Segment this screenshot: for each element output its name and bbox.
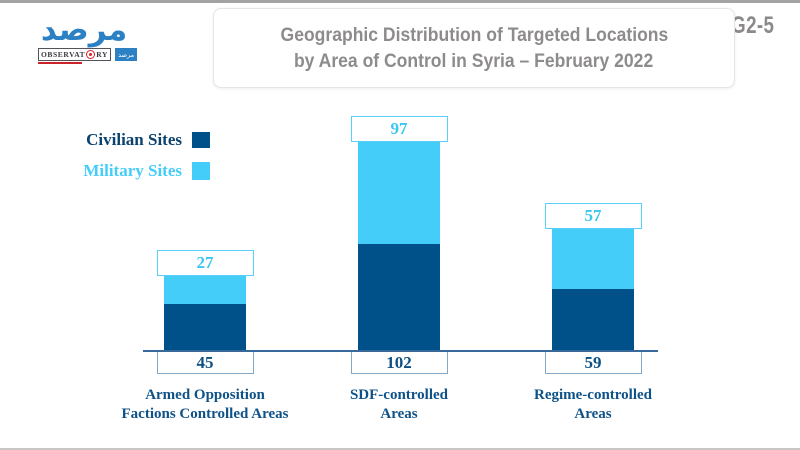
bar-segment-civilian <box>552 289 634 351</box>
civilian-value-box: 102 <box>350 351 448 374</box>
slide-bottom-border <box>0 448 800 450</box>
bar-segment-military <box>552 229 634 289</box>
category-label: SDF-controlled Areas <box>349 387 449 422</box>
civilian-value-box: 45 <box>156 351 254 374</box>
legend-item-civilian: Civilian Sites <box>80 130 210 150</box>
logo-observatory-text-right: RY <box>96 50 109 59</box>
category-label: Armed Opposition Factions Controlled Are… <box>121 387 289 422</box>
legend-item-military: Military Sites <box>80 161 210 181</box>
military-value-box: 57 <box>544 203 642 229</box>
bar-segment-military <box>164 276 246 304</box>
bar-segment-civilian <box>358 244 440 351</box>
figure-code: G2-5 <box>730 12 774 39</box>
logo-red-underline <box>38 62 82 64</box>
legend-label-military: Military Sites <box>83 161 182 180</box>
legend: Civilian Sites Military Sites <box>80 130 210 192</box>
x-axis-line <box>143 350 658 352</box>
chart-title-line2: by Area of Control in Syria – February 2… <box>294 50 654 72</box>
observatory-logo: مرصد OBSERVAT RY مرصد <box>38 12 138 64</box>
title-card: Geographic Distribution of Targeted Loca… <box>213 8 735 88</box>
legend-swatch-military <box>192 162 210 180</box>
civilian-value-box: 59 <box>544 351 642 374</box>
chart-title-line1: Geographic Distribution of Targeted Loca… <box>280 24 668 46</box>
logo-observatory-text-left: OBSERVAT <box>41 50 86 59</box>
bar-segment-military <box>358 142 440 244</box>
logo-observatory-label: OBSERVAT RY <box>38 48 112 61</box>
logo-arabic-badge: مرصد <box>115 48 138 61</box>
legend-label-civilian: Civilian Sites <box>86 130 182 149</box>
bar-segment-civilian <box>164 304 246 351</box>
slide-top-border <box>0 0 800 3</box>
military-value-box: 97 <box>350 116 448 142</box>
legend-swatch-civilian <box>192 132 210 148</box>
target-icon <box>86 50 96 59</box>
military-value-box: 27 <box>156 250 254 276</box>
logo-arabic-wordmark: مرصد <box>40 12 128 48</box>
category-label: Regime-controlled Areas <box>533 387 653 422</box>
